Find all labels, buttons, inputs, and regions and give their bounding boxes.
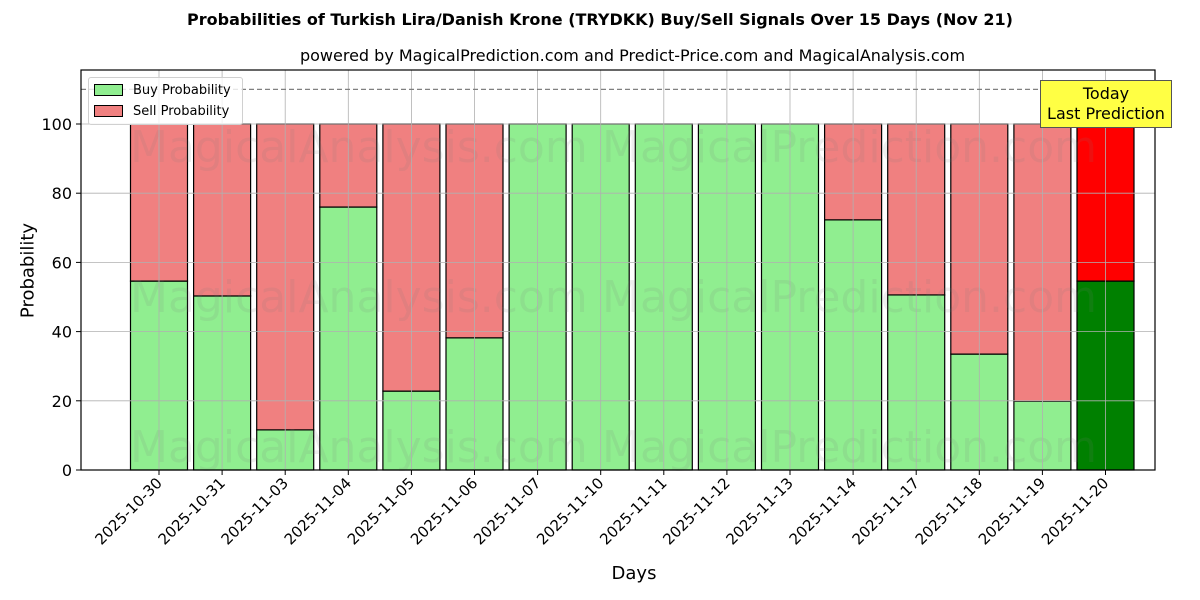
y-tick-label: 60 xyxy=(52,253,72,272)
watermarks: MagicalAnalysis.com MagicalAnalysis.com Ma… xyxy=(130,122,1097,473)
chart-title: Probabilities of Turkish Lira/Danish Kro… xyxy=(187,10,1013,29)
legend-item-buy: Buy Probability xyxy=(94,81,231,99)
x-tick-label: 2025-11-18 xyxy=(912,474,986,548)
x-tick-label: 2025-11-12 xyxy=(659,474,733,548)
y-axis-label: Probability xyxy=(17,222,39,319)
x-tick-label: 2025-11-13 xyxy=(722,474,796,548)
x-tick-label: 2025-11-19 xyxy=(975,474,1049,548)
buy-swatch-icon xyxy=(94,84,123,96)
y-tick-label: 100 xyxy=(41,115,72,134)
watermark-text: MagicalAnalysis.com xyxy=(130,122,588,173)
x-tick-label: 2025-11-06 xyxy=(407,474,481,548)
annotation-line2: Last Prediction xyxy=(1047,104,1165,123)
x-tick-label: 2025-11-07 xyxy=(470,474,544,548)
legend-buy-label: Buy Probability xyxy=(133,82,231,98)
x-tick-label: 2025-11-10 xyxy=(533,474,607,548)
y-tick-label: 0 xyxy=(62,461,72,480)
x-ticks: 2025-10-302025-10-312025-11-032025-11-04… xyxy=(91,470,1112,548)
y-ticks: 0 20 40 60 80 100 xyxy=(41,115,81,480)
x-tick-label: 2025-11-11 xyxy=(596,474,670,548)
legend: Buy Probability Sell Probability xyxy=(88,77,243,125)
y-tick-label: 80 xyxy=(52,184,72,203)
x-tick-label: 2025-10-30 xyxy=(91,474,165,548)
y-tick-label: 20 xyxy=(52,392,72,411)
x-tick-label: 2025-11-04 xyxy=(281,474,355,548)
watermark-text: MagicalAnalysis.com xyxy=(130,422,588,473)
watermark-text: MagicalPrediction.com xyxy=(602,272,1097,323)
watermark-text: MagicalAnalysis.com xyxy=(130,272,588,323)
y-tick-label: 40 xyxy=(52,323,72,342)
watermark-text: MagicalPrediction.com xyxy=(602,122,1097,173)
legend-sell-label: Sell Probability xyxy=(133,103,230,119)
today-annotation: Today Last Prediction xyxy=(1040,80,1172,128)
annotation-line1: Today xyxy=(1082,84,1130,103)
x-tick-label: 2025-11-17 xyxy=(849,474,923,548)
x-tick-label: 2025-11-14 xyxy=(786,474,860,548)
x-tick-label: 2025-11-03 xyxy=(218,474,292,548)
plot-frame xyxy=(80,69,1156,471)
x-tick-label: 2025-10-31 xyxy=(155,474,229,548)
x-tick-label: 2025-11-05 xyxy=(344,474,418,548)
watermark-text: MagicalPrediction.com xyxy=(602,422,1097,473)
sell-swatch-icon xyxy=(94,105,123,117)
legend-item-sell: Sell Probability xyxy=(94,102,229,120)
x-tick-label: 2025-11-20 xyxy=(1038,474,1112,548)
x-axis-label: Days xyxy=(611,563,657,584)
chart-subtitle: powered by MagicalPrediction.com and Pre… xyxy=(299,46,966,65)
